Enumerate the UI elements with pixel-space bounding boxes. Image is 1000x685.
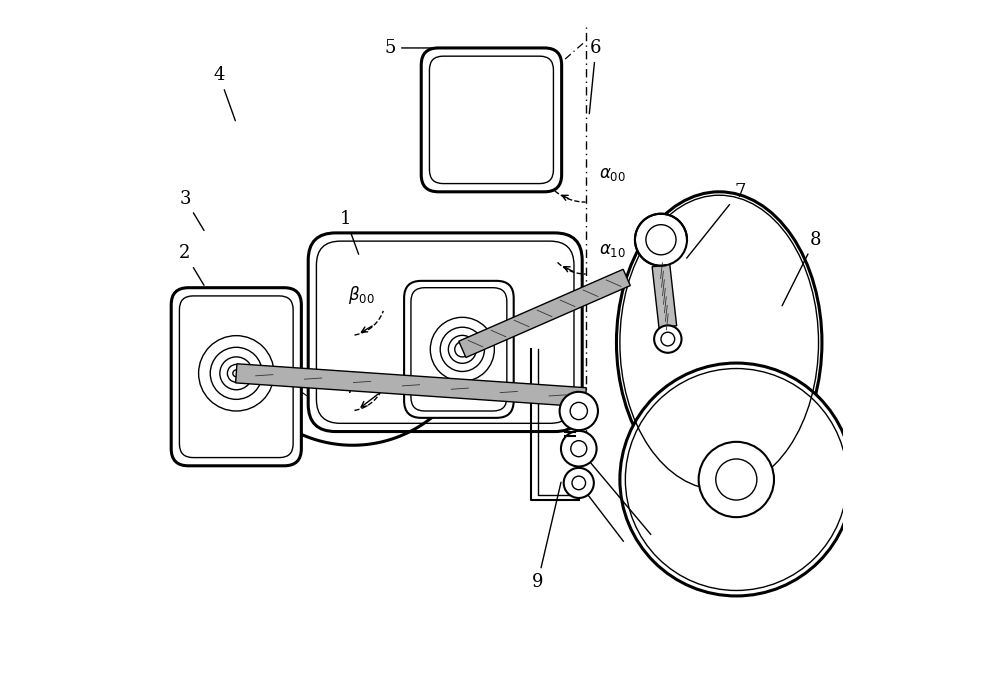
Circle shape	[646, 225, 676, 255]
Text: 7: 7	[687, 183, 745, 258]
Circle shape	[716, 459, 757, 500]
Text: 3: 3	[179, 190, 204, 231]
Circle shape	[455, 342, 470, 357]
FancyBboxPatch shape	[421, 48, 562, 192]
Circle shape	[440, 327, 484, 371]
Polygon shape	[652, 265, 677, 327]
Ellipse shape	[616, 192, 822, 493]
Circle shape	[561, 431, 597, 466]
Text: 2: 2	[179, 245, 204, 286]
Text: $\alpha_{10}$: $\alpha_{10}$	[599, 242, 626, 258]
Polygon shape	[236, 364, 586, 407]
FancyBboxPatch shape	[171, 288, 301, 466]
Circle shape	[227, 364, 245, 382]
Text: $\beta_{10}$: $\beta_{10}$	[348, 373, 375, 395]
Text: 9: 9	[532, 482, 561, 591]
Circle shape	[699, 442, 774, 517]
Circle shape	[564, 468, 594, 498]
Circle shape	[620, 363, 853, 596]
Circle shape	[210, 347, 262, 399]
Circle shape	[635, 214, 687, 266]
Circle shape	[448, 336, 476, 363]
FancyBboxPatch shape	[308, 233, 582, 432]
Text: 4: 4	[213, 66, 235, 121]
Circle shape	[560, 392, 598, 430]
FancyBboxPatch shape	[404, 281, 514, 418]
Circle shape	[572, 476, 586, 490]
Circle shape	[654, 325, 682, 353]
Circle shape	[199, 336, 274, 411]
Circle shape	[570, 402, 587, 420]
Circle shape	[571, 440, 587, 457]
Circle shape	[220, 357, 253, 390]
Text: $\alpha_{00}$: $\alpha_{00}$	[599, 166, 626, 183]
Circle shape	[661, 332, 675, 346]
Circle shape	[233, 370, 240, 377]
Polygon shape	[459, 269, 630, 358]
Text: 5: 5	[385, 39, 449, 57]
Text: $\beta_{00}$: $\beta_{00}$	[348, 284, 375, 306]
Text: 1: 1	[340, 210, 359, 254]
Circle shape	[430, 317, 494, 382]
Text: 8: 8	[782, 231, 821, 306]
Text: 6: 6	[589, 39, 602, 114]
